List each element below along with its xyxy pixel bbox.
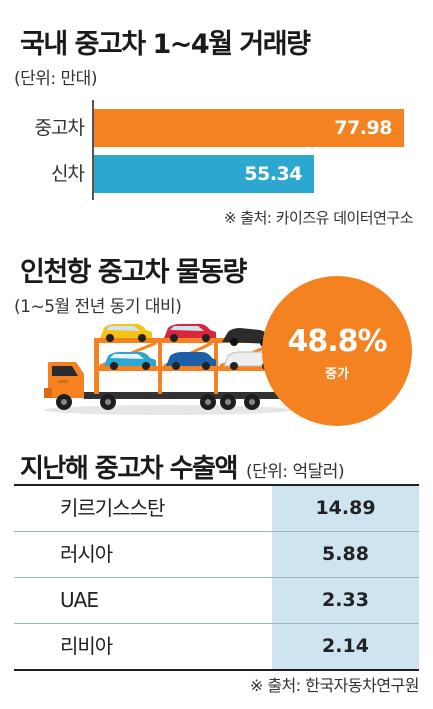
chart1-source: ※ 출처: 카이즈유 데이터연구소 bbox=[223, 209, 414, 227]
chart1-bars: 중고차 77.98 신차 55.34 bbox=[0, 100, 433, 200]
bar-new-car: 55.34 bbox=[94, 155, 314, 193]
country-label: UAE bbox=[60, 588, 99, 612]
export-table: 키르기스스탄 14.89 러시아 5.88 UAE 2.33 리비아 2.14 bbox=[14, 484, 419, 671]
chart1-unit: (단위: 만대) bbox=[14, 69, 97, 89]
export-value: 14.89 bbox=[272, 486, 419, 531]
section2-subtitle: (1~5월 전년 동기 대비) bbox=[14, 297, 182, 317]
export-value: 2.14 bbox=[272, 624, 419, 669]
export-value: 2.33 bbox=[272, 578, 419, 623]
country-label: 러시아 bbox=[60, 542, 113, 566]
table-source: ※ 출처: 한국자동차연구원 bbox=[249, 676, 420, 695]
country-label: 키르기스스탄 bbox=[60, 496, 165, 520]
car-carrier-truck-icon bbox=[38, 318, 298, 422]
section2-title: 인천항 중고차 물동량 bbox=[20, 257, 247, 288]
chart1-axis bbox=[92, 100, 94, 200]
chart1-title: 국내 중고차 1~4월 거래량 bbox=[20, 29, 311, 60]
table-row: UAE 2.33 bbox=[14, 577, 419, 623]
bar-used-car: 77.98 bbox=[94, 109, 404, 147]
bar-category-new: 신차 bbox=[51, 163, 85, 185]
table-title: 지난해 중고차 수출액 bbox=[20, 454, 238, 484]
country-label: 리비아 bbox=[60, 634, 113, 658]
export-value: 5.88 bbox=[272, 532, 419, 577]
change-value: 48.8% bbox=[287, 324, 387, 359]
table-unit: (단위: 억달러) bbox=[245, 462, 345, 482]
bar-value-new: 55.34 bbox=[244, 163, 302, 185]
change-circle-badge: 48.8% 증가 bbox=[262, 276, 412, 426]
change-label: 증가 bbox=[325, 367, 349, 382]
table-row: 러시아 5.88 bbox=[14, 531, 419, 577]
bar-category-used: 중고차 bbox=[34, 117, 85, 139]
table-row: 리비아 2.14 bbox=[14, 623, 419, 671]
table-row: 키르기스스탄 14.89 bbox=[14, 484, 419, 531]
bar-value-used: 77.98 bbox=[334, 117, 392, 139]
